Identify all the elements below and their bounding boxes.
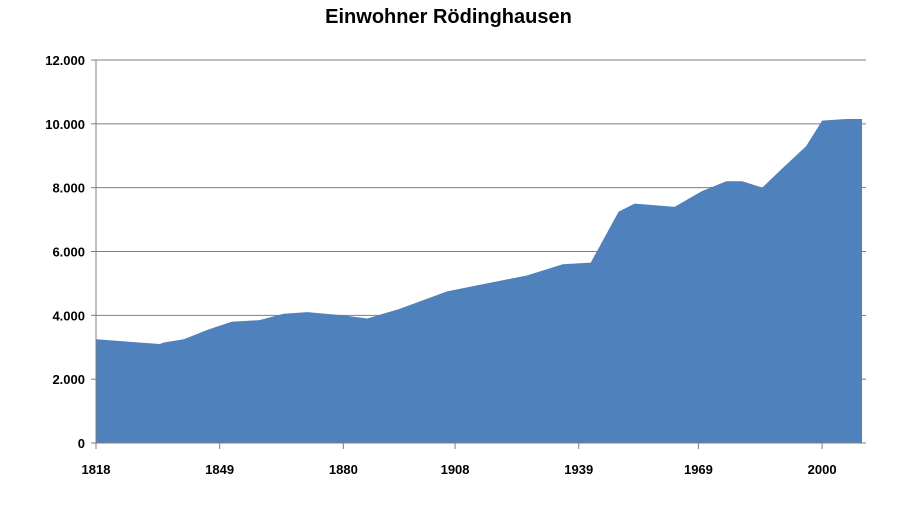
x-tick-label-5: 1969 xyxy=(684,462,713,477)
x-tick-label-1: 1849 xyxy=(205,462,234,477)
y-tick-labels: 0 2.000 4.000 6.000 8.000 10.000 12.000 xyxy=(45,53,96,451)
chart-title: Einwohner Rödinghausen xyxy=(325,6,572,28)
x-tick-label-3: 1908 xyxy=(441,462,470,477)
y-tick-label-6: 12.000 xyxy=(45,53,85,68)
x-tick-label-2: 1880 xyxy=(329,462,358,477)
area-series-0 xyxy=(96,119,863,443)
y-tick-label-0: 0 xyxy=(78,436,85,451)
y-tick-label-5: 10.000 xyxy=(45,117,85,132)
y-tick-label-3: 6.000 xyxy=(52,245,85,260)
y-tick-label-2: 4.000 xyxy=(52,308,85,323)
x-tick-label-4: 1939 xyxy=(564,462,593,477)
y-tick-label-4: 8.000 xyxy=(52,181,85,196)
x-tick-label-0: 1818 xyxy=(82,462,111,477)
x-tick-label-6: 2000 xyxy=(808,462,837,477)
x-tick-labels: 1818 1849 1880 1908 1939 1969 2000 xyxy=(82,443,837,477)
area-series-layer xyxy=(96,119,863,443)
y-tick-label-1: 2.000 xyxy=(52,372,85,387)
